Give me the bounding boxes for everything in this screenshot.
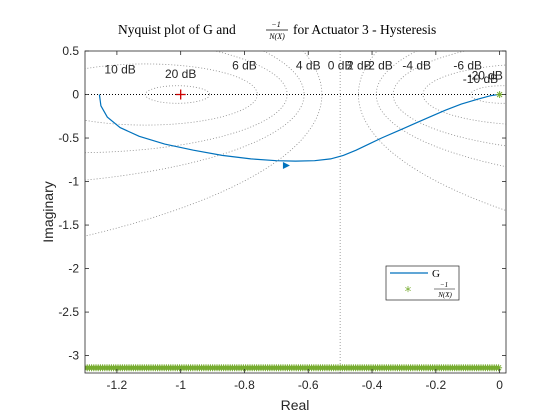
m-circle-label: 6 dB	[232, 58, 257, 72]
x-tick-label: -0.2	[425, 378, 446, 392]
series-g-direction-arrow	[282, 161, 290, 169]
m-circle-2db	[85, 51, 323, 237]
y-tick-label: -2.5	[58, 305, 79, 319]
m-circle-10db	[85, 63, 258, 126]
x-tick-label: 0	[496, 378, 503, 392]
series-nx-point	[495, 364, 503, 372]
m-circle-label: 10 dB	[104, 63, 135, 77]
m-circle-label: -20 dB	[468, 69, 503, 83]
m-circle-label: 20 dB	[165, 67, 196, 81]
axes-frame	[84, 50, 507, 374]
m-circle-label: 0 dB	[328, 58, 353, 72]
m-circle-label: -6 dB	[453, 58, 482, 72]
legend-g-label: G	[432, 268, 440, 280]
m-circle-label: -4 dB	[402, 58, 431, 72]
m-circle-20db	[144, 85, 211, 104]
plot-area	[85, 51, 506, 373]
x-tick-label: -0.8	[234, 378, 255, 392]
legend: G * −1 N(X)	[385, 265, 460, 301]
m-circle-neg4db	[375, 51, 506, 168]
y-tick-label: -1	[68, 175, 79, 189]
chart-title: Nyquist plot of G and −1 N(X) for Actuat…	[118, 20, 436, 41]
x-tick-label: -1.2	[107, 378, 128, 392]
x-axis-label: Real	[281, 397, 310, 413]
m-circle-neg20db	[470, 85, 506, 104]
series-g-line	[98, 93, 499, 162]
x-tick-label: -0.6	[298, 378, 319, 392]
data-series	[85, 89, 504, 372]
m-circle-grid	[85, 51, 506, 373]
legend-nx-denominator: N(X)	[437, 291, 452, 299]
m-circle-label: 4 dB	[296, 58, 321, 72]
chart-title-fraction-numerator: −1	[271, 20, 280, 29]
m-circle-label: -10 dB	[463, 72, 498, 86]
series-nx-markers	[85, 91, 504, 372]
chart-title-suffix: for Actuator 3 - Hysteresis	[293, 22, 436, 37]
x-tick-label: -0.4	[362, 378, 383, 392]
m-circle-6db	[85, 51, 288, 154]
y-tick-label: -0.5	[58, 131, 79, 145]
m-circle-label: -2 dB	[364, 58, 393, 72]
x-tick-label: -1	[175, 378, 186, 392]
m-circle-label: 2 dB	[347, 58, 372, 72]
y-tick-label: -2	[68, 262, 79, 276]
y-tick-label: 0	[72, 88, 79, 102]
chart-title-fraction-denominator: N(X)	[268, 32, 285, 41]
m-circle-neg6db	[392, 51, 506, 147]
critical-point-marker	[175, 89, 186, 100]
y-tick-label: -3	[68, 349, 79, 363]
chart-title-prefix: Nyquist plot of G and	[118, 22, 236, 37]
y-axis-label: Imaginary	[40, 181, 56, 242]
y-axis-ticks: 0.5 0 -0.5 -1 -1.5 -2 -2.5 -3	[58, 44, 506, 363]
y-tick-label: -1.5	[58, 218, 79, 232]
legend-nx-swatch: *	[405, 285, 412, 300]
legend-nx-numerator: −1	[440, 281, 448, 289]
series-nx-point	[496, 91, 504, 99]
legend-box	[385, 265, 460, 301]
m-circle-labels: 10 dB 20 dB 6 dB 4 dB 2 dB0 dB -2 dB -4 dB -6 d…	[104, 58, 503, 86]
x-axis-ticks: -1.2 -1 -0.8 -0.6 -0.4 -0.2 0	[107, 51, 503, 392]
y-tick-label: 0.5	[62, 44, 79, 58]
